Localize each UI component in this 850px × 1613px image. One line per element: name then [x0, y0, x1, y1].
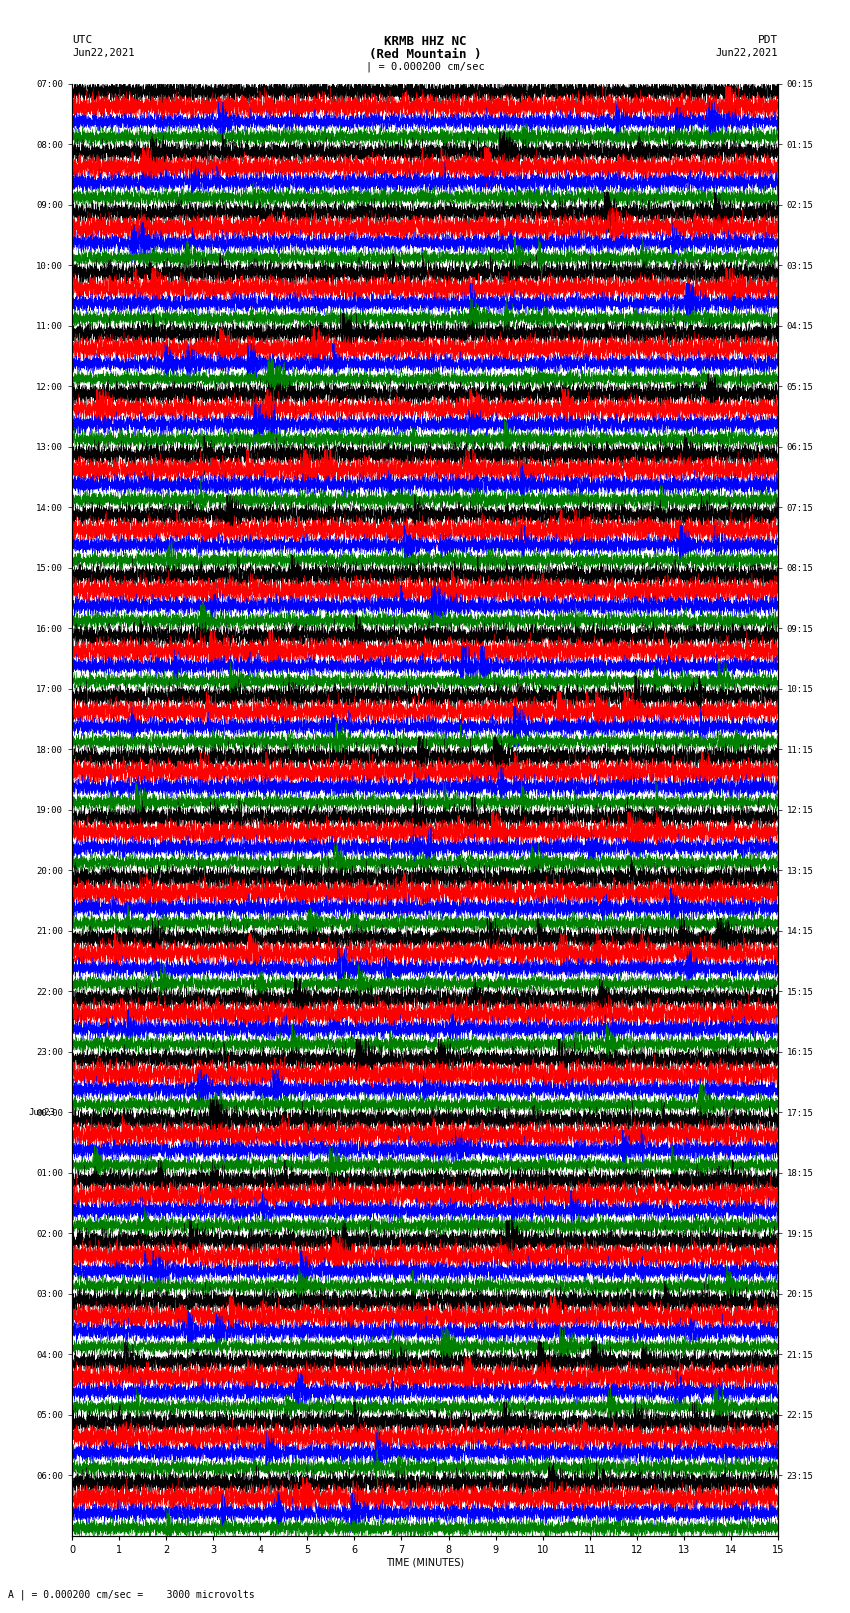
Text: KRMB HHZ NC: KRMB HHZ NC — [383, 35, 467, 48]
Text: Jun22,2021: Jun22,2021 — [715, 48, 778, 58]
Text: UTC: UTC — [72, 35, 93, 45]
Text: A | = 0.000200 cm/sec =    3000 microvolts: A | = 0.000200 cm/sec = 3000 microvolts — [8, 1589, 255, 1600]
Text: Jun23: Jun23 — [29, 1108, 55, 1116]
Text: PDT: PDT — [757, 35, 778, 45]
Text: | = 0.000200 cm/sec: | = 0.000200 cm/sec — [366, 61, 484, 73]
Text: (Red Mountain ): (Red Mountain ) — [369, 48, 481, 61]
X-axis label: TIME (MINUTES): TIME (MINUTES) — [386, 1558, 464, 1568]
Text: Jun22,2021: Jun22,2021 — [72, 48, 135, 58]
